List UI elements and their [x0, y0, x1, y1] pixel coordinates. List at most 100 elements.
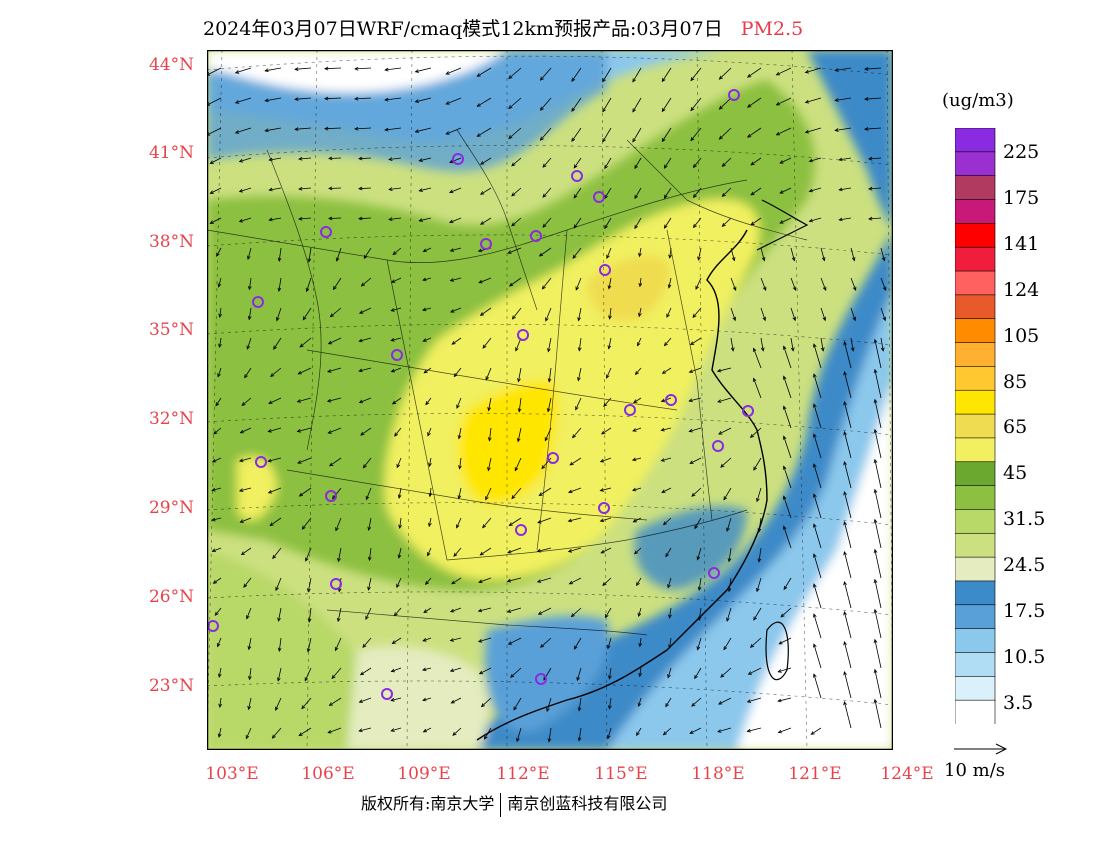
city-marker — [728, 89, 740, 101]
lon-label: 112°E — [496, 764, 550, 784]
city-marker — [255, 456, 267, 468]
colorbar-swatch — [955, 461, 996, 487]
lat-label: 23°N — [148, 676, 194, 696]
colorbar-swatch — [955, 532, 996, 558]
city-marker — [515, 524, 527, 536]
city-marker — [571, 170, 583, 182]
graticule — [207, 50, 893, 750]
colorbar-label: 45 — [1003, 462, 1028, 484]
colorbar-swatch — [955, 366, 996, 392]
city-marker — [480, 238, 492, 250]
city-markers — [207, 89, 754, 700]
colorbar-label: 124 — [1003, 279, 1040, 301]
lat-label: 38°N — [148, 232, 194, 252]
lat-label: 26°N — [148, 587, 194, 607]
lon-label: 121°E — [788, 764, 842, 784]
lon-label: 124°E — [880, 764, 934, 784]
colorbar-swatch — [955, 413, 996, 439]
colorbar-swatch — [955, 485, 996, 511]
colorbar-label: 65 — [1003, 416, 1028, 438]
city-marker — [530, 230, 542, 242]
southwest-zone — [207, 550, 379, 750]
colorbar-swatch — [955, 509, 996, 535]
colorbar-swatch — [955, 652, 996, 678]
province-boundaries — [207, 129, 808, 636]
wind-reference-label: 10 m/s — [944, 760, 1005, 781]
colorbar-swatch — [955, 270, 996, 296]
pm25-map — [207, 50, 893, 750]
city-marker — [517, 329, 529, 341]
city-marker — [381, 688, 393, 700]
colorbar-swatch — [955, 246, 996, 272]
city-marker — [452, 153, 464, 165]
city-marker — [547, 452, 559, 464]
colorbar-swatch — [955, 342, 996, 368]
lon-label: 103°E — [205, 764, 259, 784]
west-high-patch — [237, 456, 277, 521]
colorbar-swatch — [955, 580, 996, 606]
colorbar-label: 141 — [1003, 233, 1040, 255]
colorbar-label: 3.5 — [1003, 692, 1034, 714]
map-frame — [207, 50, 893, 750]
wind-vectors — [207, 66, 887, 743]
north-clean-white — [207, 50, 507, 93]
map-title: 2024年03月07日WRF/cmaq模式12km预报产品:03月07日 PM2.… — [203, 14, 803, 41]
city-marker — [325, 490, 337, 502]
city-marker — [330, 578, 342, 590]
lat-label: 41°N — [148, 143, 194, 163]
colorbar-swatch — [955, 437, 996, 463]
south-zone — [347, 646, 489, 750]
city-marker — [535, 673, 547, 685]
colorbar-swatch — [955, 294, 996, 320]
city-marker — [593, 191, 605, 203]
colorbar-label: 225 — [1003, 141, 1040, 163]
wind-reference-arrow — [954, 743, 1008, 755]
very-low-pm-zone — [737, 380, 893, 750]
colorbar-swatch — [955, 628, 996, 654]
colorbar-swatch — [955, 151, 996, 177]
peak-pm-zone — [458, 380, 559, 504]
colorbar-swatch — [955, 389, 996, 415]
taiwan-outline — [765, 621, 789, 681]
colorbar-swatch — [955, 175, 996, 201]
colorbar-unit: (ug/m3) — [942, 90, 1014, 111]
colorbar-label: 31.5 — [1003, 508, 1046, 530]
city-marker — [391, 349, 403, 361]
lon-label: 109°E — [397, 764, 451, 784]
copyright-left: 版权所有:南京大学 — [361, 794, 495, 813]
colorbar-swatch — [955, 128, 996, 153]
colorbar — [955, 128, 996, 724]
city-marker — [599, 264, 611, 276]
colorbar-swatch — [955, 604, 996, 630]
colorbar-label: 10.5 — [1003, 646, 1046, 668]
lat-label: 29°N — [148, 498, 194, 518]
colorbar-swatch — [955, 199, 996, 225]
city-marker — [624, 404, 636, 416]
colorbar-swatch — [955, 556, 996, 582]
copyright-footer: 版权所有:南京大学 南京创蓝科技有限公司 — [361, 790, 667, 817]
colorbar-label: 24.5 — [1003, 554, 1046, 576]
colorbar-label: 105 — [1003, 325, 1040, 347]
lon-label: 115°E — [594, 764, 648, 784]
colorbar-label: 175 — [1003, 187, 1040, 209]
city-marker — [708, 567, 720, 579]
colorbar-swatch — [955, 676, 996, 701]
title-main: 2024年03月07日WRF/cmaq模式12km预报产品:03月07日 — [203, 18, 723, 40]
northeast-clean-zone — [807, 50, 893, 230]
colorbar-swatch — [955, 699, 996, 724]
city-marker — [598, 502, 610, 514]
city-marker — [665, 394, 677, 406]
colorbar-swatch — [955, 318, 996, 344]
pollutant-label: PM2.5 — [740, 18, 804, 40]
lat-label: 44°N — [148, 55, 194, 75]
colorbar-label: 85 — [1003, 371, 1028, 393]
colorbar-label: 17.5 — [1003, 600, 1046, 622]
city-marker — [252, 296, 264, 308]
north-plain-high — [587, 256, 670, 321]
city-marker — [742, 405, 754, 417]
footer-separator — [500, 792, 502, 817]
city-marker — [712, 440, 724, 452]
lat-label: 32°N — [148, 409, 194, 429]
south-coast-clean — [485, 615, 609, 732]
copyright-right: 南京创蓝科技有限公司 — [507, 794, 668, 813]
